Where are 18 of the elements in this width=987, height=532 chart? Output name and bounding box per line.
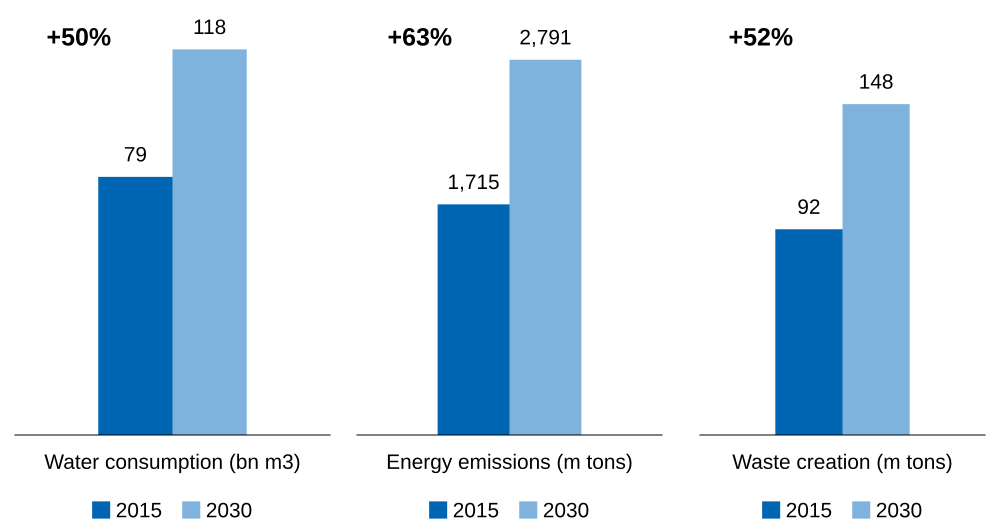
data-label: 118 [194, 19, 226, 34]
data-label: 79 [124, 146, 146, 162]
x-axis-title: Water consumption (bn m3) [44, 454, 300, 474]
legend-label: 2015 [786, 502, 832, 518]
text: +63% [388, 28, 452, 46]
legend-label: 2015 [454, 502, 498, 518]
legend-label: 2030 [544, 502, 588, 518]
x-axis-title: Waste creation (m tons) [732, 454, 952, 474]
legend-label: 2030 [876, 502, 922, 518]
legend-label: 2030 [206, 502, 252, 518]
data-label: 1,715 [449, 174, 499, 192]
data-label: 148 [860, 74, 893, 89]
data-label: 92 [798, 199, 820, 214]
text: +50% [48, 28, 110, 46]
legend-label: 2015 [116, 502, 162, 518]
text: +52% [730, 28, 792, 46]
x-axis-title: Energy emissions (m tons) [388, 454, 632, 474]
data-label: 2,791 [520, 30, 570, 47]
